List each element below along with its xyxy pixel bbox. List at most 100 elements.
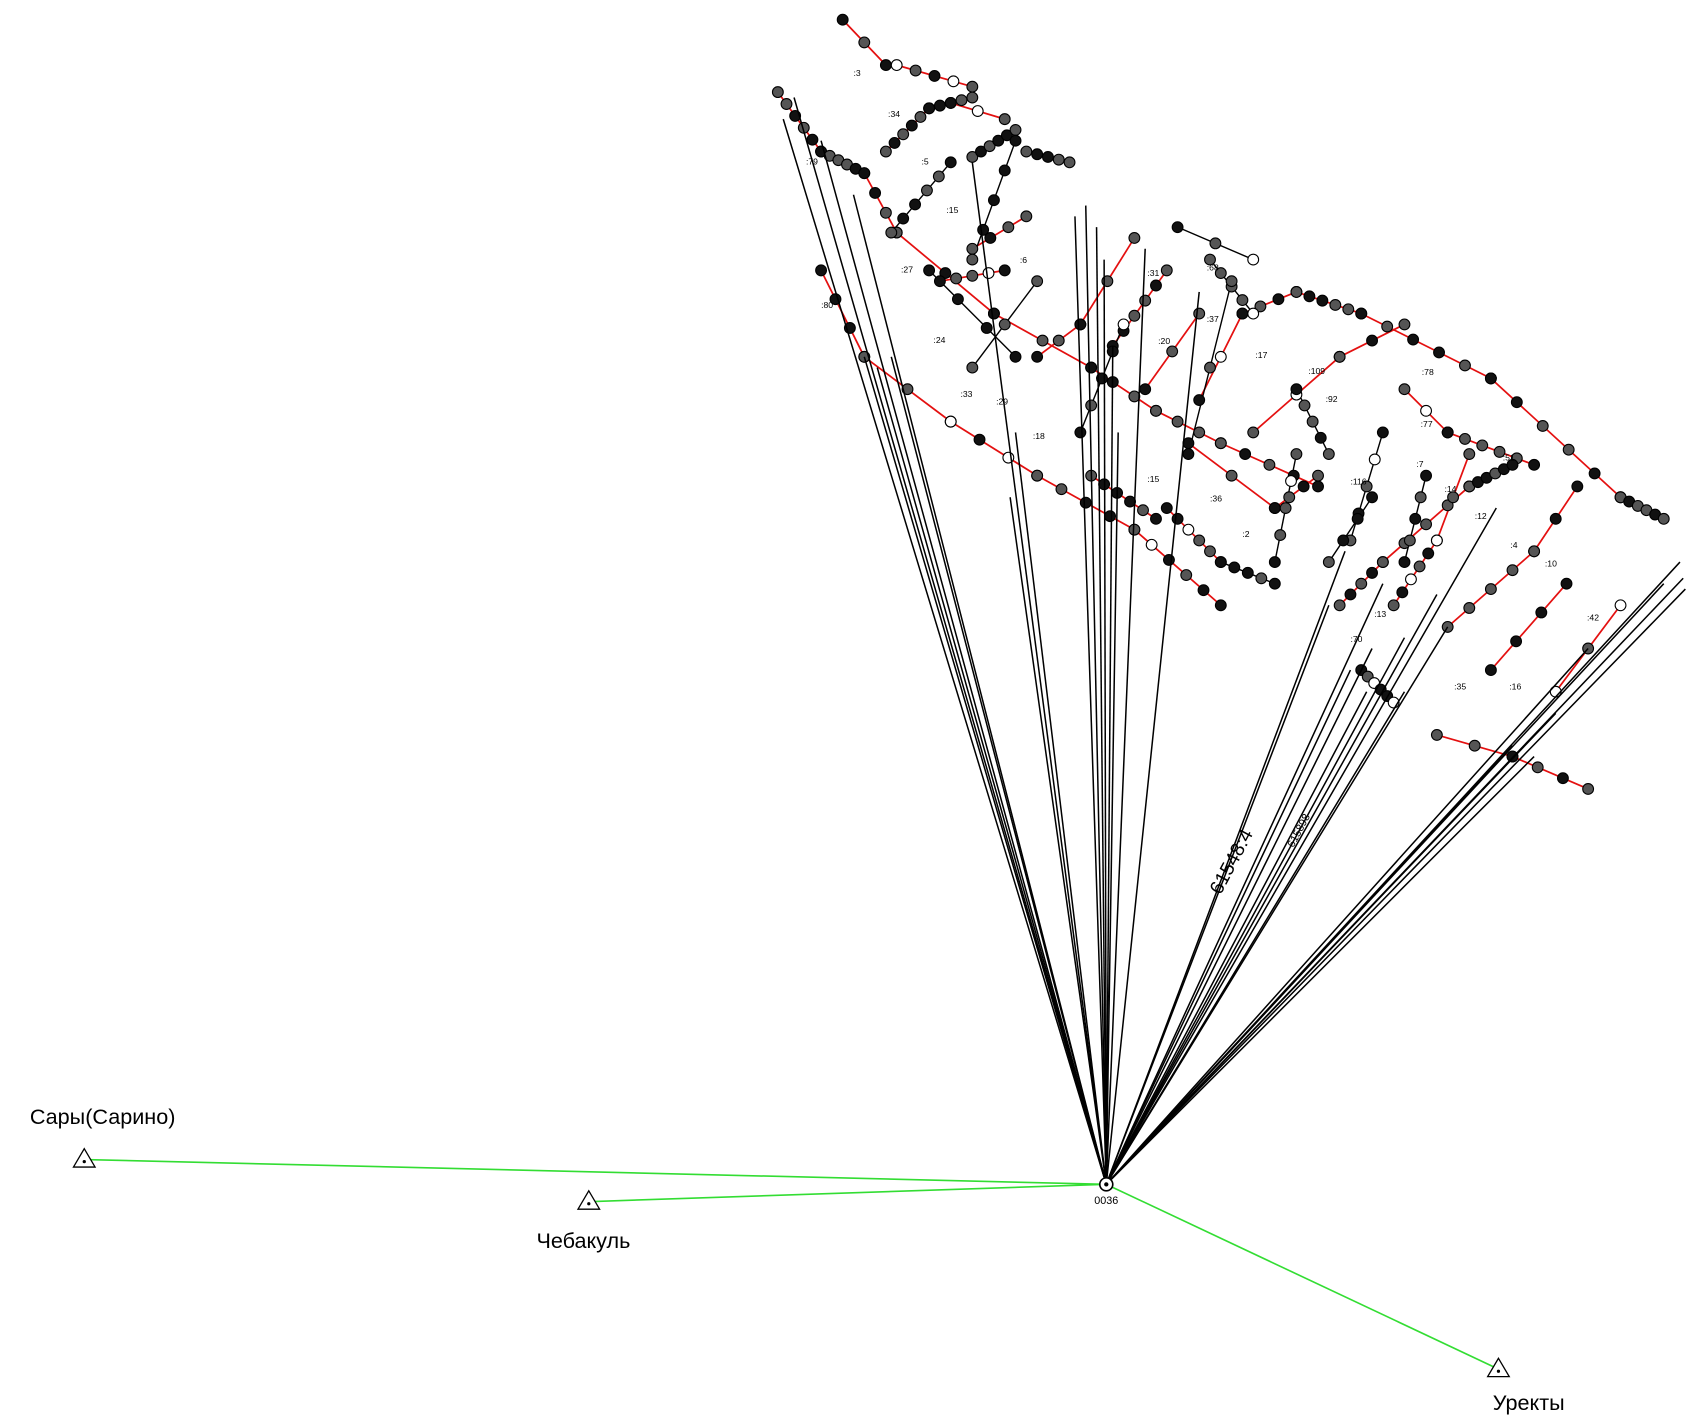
station-label: Уректы	[1493, 1390, 1565, 1415]
parcel-number: :13	[1374, 609, 1386, 619]
parcel-boundary	[1155, 410, 1222, 445]
survey-point	[1387, 599, 1400, 612]
survey-point	[1407, 333, 1420, 346]
survey-point	[1430, 728, 1443, 741]
parcel-number: :79	[806, 157, 818, 167]
ray	[1103, 259, 1108, 1185]
survey-point	[836, 13, 849, 26]
survey-point	[1209, 237, 1222, 250]
survey-point	[806, 133, 819, 146]
survey-point	[1193, 307, 1206, 320]
survey-point	[1396, 586, 1409, 599]
survey-point	[1376, 426, 1389, 439]
survey-point	[966, 91, 979, 104]
survey-point	[944, 415, 957, 428]
parcel-number: :15	[1147, 474, 1159, 484]
parcel-number: :70	[1350, 634, 1362, 644]
parcel-number: :3	[853, 68, 860, 78]
survey-point	[1562, 443, 1575, 456]
survey-point	[1239, 448, 1252, 460]
survey-point	[932, 170, 945, 183]
survey-point	[1510, 396, 1523, 409]
station-label: Сары(Сарино)	[30, 1104, 176, 1129]
survey-point	[914, 111, 927, 123]
survey-point	[890, 59, 903, 72]
survey-point	[1420, 469, 1433, 482]
ray	[1105, 345, 1114, 1185]
survey-point	[1268, 556, 1281, 569]
survey-point	[939, 267, 952, 280]
survey-point	[1145, 538, 1158, 551]
parcel-number: :109	[1308, 366, 1325, 376]
survey-point	[1588, 467, 1601, 480]
survey-point	[947, 75, 960, 88]
survey-point	[1405, 573, 1417, 586]
survey-point	[1285, 475, 1297, 487]
survey-point	[1366, 491, 1378, 504]
survey-point	[1182, 523, 1195, 536]
survey-point	[815, 264, 828, 277]
survey-point	[1042, 150, 1054, 163]
survey-point	[1657, 512, 1670, 525]
station-label: Чебакуль	[536, 1228, 630, 1253]
survey-point	[879, 59, 892, 72]
parcel-number: :6	[1020, 255, 1027, 265]
survey-point	[1193, 394, 1206, 406]
survey-point	[1052, 334, 1065, 347]
survey-point	[1074, 318, 1087, 331]
survey-point	[975, 145, 987, 158]
survey-point	[1163, 553, 1175, 566]
survey-point	[1506, 564, 1519, 577]
parcel-number: :92	[1326, 394, 1338, 404]
survey-point	[905, 119, 918, 132]
parcel-number: :16	[1509, 682, 1521, 692]
survey-point	[1020, 145, 1033, 158]
ray	[1105, 432, 1119, 1185]
survey-point	[1355, 307, 1368, 320]
survey-point	[1322, 448, 1335, 460]
survey-point	[1333, 599, 1346, 612]
survey-point	[1463, 602, 1476, 614]
survey-point	[944, 156, 957, 169]
survey-point	[1376, 556, 1389, 569]
ray	[1014, 432, 1108, 1185]
survey-point	[1290, 448, 1303, 460]
survey-point	[1312, 469, 1324, 482]
ray	[1105, 291, 1200, 1185]
survey-point	[921, 184, 933, 197]
survey-point	[1420, 404, 1433, 417]
parcel-number: :78	[1422, 367, 1434, 377]
survey-point	[1079, 496, 1092, 509]
survey-point	[1297, 480, 1310, 493]
survey-point	[879, 206, 892, 219]
survey-point	[1510, 635, 1523, 648]
station-dot	[587, 1202, 591, 1206]
survey-point	[1214, 350, 1227, 363]
survey-point	[1263, 458, 1276, 471]
survey-point	[966, 269, 979, 282]
survey-point	[1063, 156, 1076, 169]
survey-point	[983, 140, 996, 153]
survey-point	[1355, 577, 1368, 590]
survey-point	[928, 69, 941, 82]
survey-point	[992, 134, 1005, 147]
ray	[1105, 756, 1535, 1185]
survey-point	[1193, 426, 1206, 439]
survey-point	[1329, 299, 1342, 311]
ray	[820, 140, 1108, 1185]
survey-point	[1413, 560, 1426, 573]
ray	[876, 367, 1108, 1185]
survey-point	[1536, 420, 1549, 432]
survey-point	[1150, 404, 1162, 417]
survey-point	[977, 223, 990, 236]
parcel-number: :42	[1587, 612, 1599, 622]
survey-point	[1160, 264, 1173, 277]
block-label: 615898	[1285, 812, 1313, 849]
survey-point	[1036, 334, 1049, 347]
survey-point	[869, 187, 882, 199]
survey-point	[1137, 504, 1149, 517]
survey-point	[1366, 334, 1378, 347]
parcel-number: :12	[1475, 511, 1487, 521]
ray	[1105, 577, 1684, 1185]
